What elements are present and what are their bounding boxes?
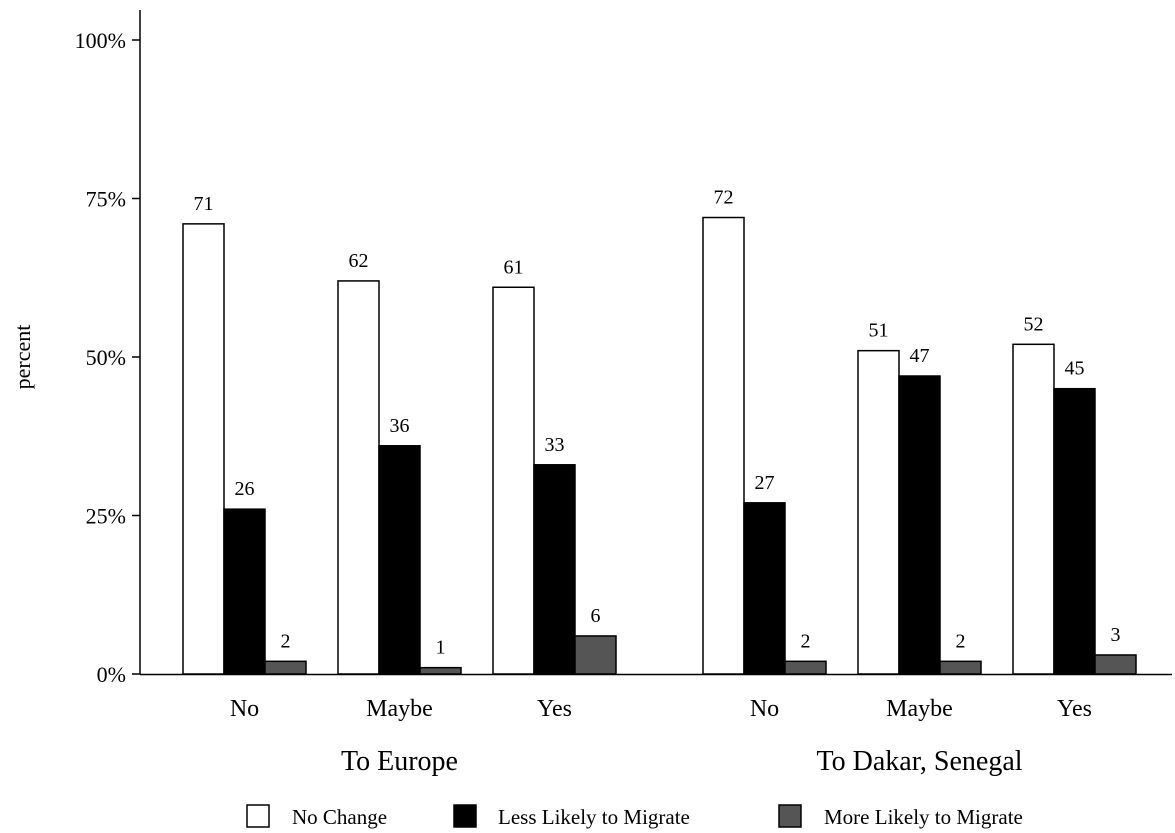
- bar: [533, 464, 576, 675]
- bar: [264, 660, 307, 675]
- bar: [419, 666, 462, 675]
- bar: [223, 508, 266, 675]
- labels: 71 26 2 No 62 36 1 Maybe 61 33 6 Yes To Europe 72 27 2 N…: [194, 187, 1121, 777]
- bar: [743, 502, 786, 675]
- data-label: 2: [801, 630, 811, 652]
- legend-swatch: [453, 804, 477, 828]
- data-label: 36: [390, 415, 410, 437]
- data-label: 3: [1111, 624, 1121, 646]
- data-label: 62: [349, 250, 369, 272]
- x-tick-label: Yes: [1057, 696, 1092, 722]
- x-tick-label: No: [750, 696, 779, 722]
- y-tick-label: 25%: [86, 504, 126, 529]
- bar: [378, 445, 421, 675]
- legend-swatch: [246, 804, 270, 828]
- bar: [492, 286, 535, 675]
- x-tick-label: Yes: [537, 696, 572, 722]
- data-label: 71: [194, 193, 214, 215]
- data-label: 52: [1024, 313, 1044, 335]
- bar: [784, 660, 827, 675]
- data-label: 72: [714, 187, 734, 209]
- bar: [1053, 387, 1096, 675]
- y-tick-label: 0%: [97, 662, 126, 687]
- bars: [182, 216, 1137, 675]
- data-label: 2: [956, 630, 966, 652]
- bar: [574, 635, 617, 675]
- bar: [1012, 343, 1055, 675]
- axes: 0% 25% 50% 75% 100% percent: [10, 10, 1172, 687]
- x-tick-label: No: [230, 696, 259, 722]
- y-tick-label: 100%: [75, 28, 126, 53]
- bar: [939, 660, 982, 675]
- bar: [1094, 654, 1137, 675]
- data-label: 61: [504, 256, 524, 278]
- data-label: 26: [235, 478, 255, 500]
- bar: [337, 280, 380, 675]
- data-label: 51: [869, 320, 889, 342]
- data-label: 6: [591, 605, 601, 627]
- legend: No Change Less Likely to Migrate More Like…: [246, 804, 1023, 829]
- group-label: To Dakar, Senegal: [816, 746, 1022, 777]
- y-tick-label: 75%: [86, 187, 126, 212]
- data-label: 1: [436, 637, 446, 659]
- data-label: 27: [755, 472, 775, 494]
- data-label: 33: [545, 434, 565, 456]
- data-label: 47: [910, 345, 930, 367]
- legend-label: More Likely to Migrate: [824, 805, 1023, 829]
- data-label: 45: [1065, 358, 1085, 380]
- y-axis-label: percent: [10, 325, 35, 390]
- x-tick-label: Maybe: [886, 696, 953, 722]
- bar: [857, 349, 900, 675]
- legend-label: Less Likely to Migrate: [498, 805, 690, 829]
- bar: [898, 375, 941, 675]
- group-label: To Europe: [341, 746, 458, 777]
- legend-label: No Change: [292, 805, 387, 829]
- x-tick-label: Maybe: [366, 696, 433, 722]
- bar: [702, 216, 745, 675]
- bar: [182, 223, 225, 675]
- legend-swatch: [778, 804, 802, 828]
- data-label: 2: [281, 630, 291, 652]
- y-tick-label: 50%: [86, 345, 126, 370]
